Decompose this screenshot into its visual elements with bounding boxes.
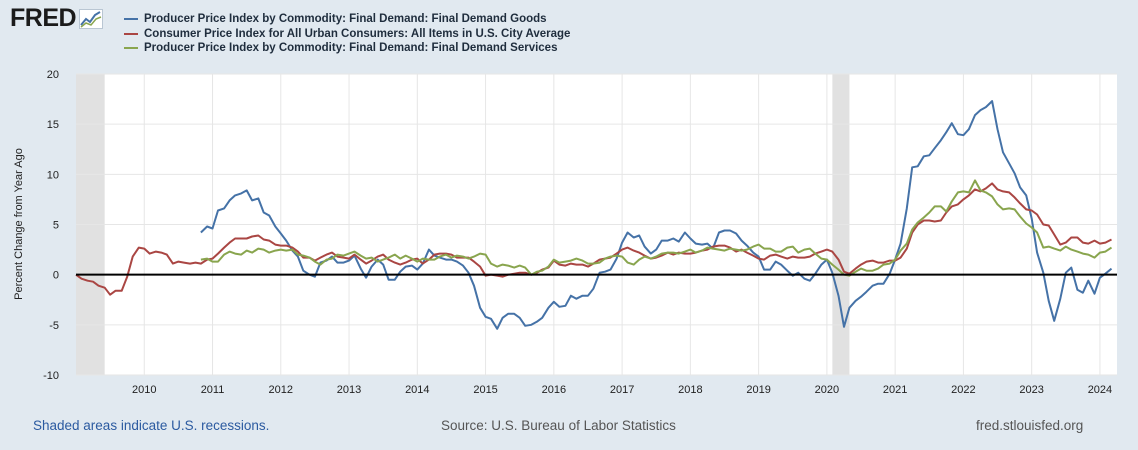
- series-line[interactable]: [200, 179, 1113, 277]
- x-tick-label: 2015: [473, 384, 497, 396]
- series-lines: [75, 100, 1117, 330]
- x-axis-tick-labels: 2010 2011 2012 2013 2014 2015 2016 2017 2018 2019…: [132, 384, 1112, 396]
- x-tick-label: 2019: [746, 384, 770, 396]
- x-tick-label: 2012: [269, 384, 293, 396]
- x-tick-label: 2011: [201, 384, 225, 396]
- y-axis-label: Percent Change from Year Ago: [13, 148, 25, 300]
- y-tick-label: 10: [47, 169, 59, 181]
- legend-label: Consumer Price Index for All Urban Consu…: [144, 27, 571, 40]
- chart-trend-icon: [79, 8, 104, 29]
- y-tick-label: 0: [53, 270, 59, 282]
- x-tick-label: 2020: [815, 384, 839, 396]
- fred-site-link[interactable]: fred.stlouisfed.org: [976, 418, 1084, 433]
- x-tick-label: 2021: [883, 384, 907, 396]
- source-note: Source: U.S. Bureau of Labor Statistics: [441, 418, 676, 433]
- y-tick-label: -5: [49, 320, 59, 332]
- x-tick-label: 2024: [1088, 384, 1112, 396]
- fred-logo[interactable]: FRED: [10, 4, 104, 32]
- legend-swatch: [124, 32, 138, 35]
- legend-swatch: [124, 47, 138, 49]
- legend-item[interactable]: Producer Price Index by Commodity: Final…: [124, 12, 570, 26]
- chart-header: FRED Producer Price Index by Commodity: …: [0, 0, 1138, 64]
- legend-label: Producer Price Index by Commodity: Final…: [144, 42, 558, 54]
- x-tick-label: 2022: [951, 384, 975, 396]
- y-axis-tick-labels: 20 15 10 5 0 -5 -10: [43, 69, 59, 382]
- legend-label: Producer Price Index by Commodity: Final…: [144, 13, 547, 25]
- y-tick-label: 20: [47, 69, 59, 81]
- recessions-note-link[interactable]: Shaded areas indicate U.S. recessions.: [33, 418, 270, 433]
- x-tick-label: 2014: [405, 384, 429, 396]
- y-tick-label: 15: [47, 119, 59, 131]
- chart-legend: Producer Price Index by Commodity: Final…: [124, 12, 570, 56]
- x-tick-label: 2017: [610, 384, 634, 396]
- legend-swatch: [124, 18, 138, 20]
- series-line[interactable]: [200, 100, 1113, 330]
- legend-item[interactable]: Consumer Price Index for All Urban Consu…: [124, 27, 570, 41]
- x-tick-label: 2016: [542, 384, 566, 396]
- legend-item[interactable]: Producer Price Index by Commodity: Final…: [124, 41, 570, 55]
- fred-logo-text: FRED: [10, 4, 77, 32]
- y-tick-label: 5: [53, 220, 59, 232]
- x-tick-label: 2023: [1019, 384, 1043, 396]
- x-tick-label: 2013: [337, 384, 361, 396]
- x-tick-label: 2010: [132, 384, 156, 396]
- x-tick-label: 2018: [678, 384, 702, 396]
- y-tick-label: -10: [43, 370, 59, 382]
